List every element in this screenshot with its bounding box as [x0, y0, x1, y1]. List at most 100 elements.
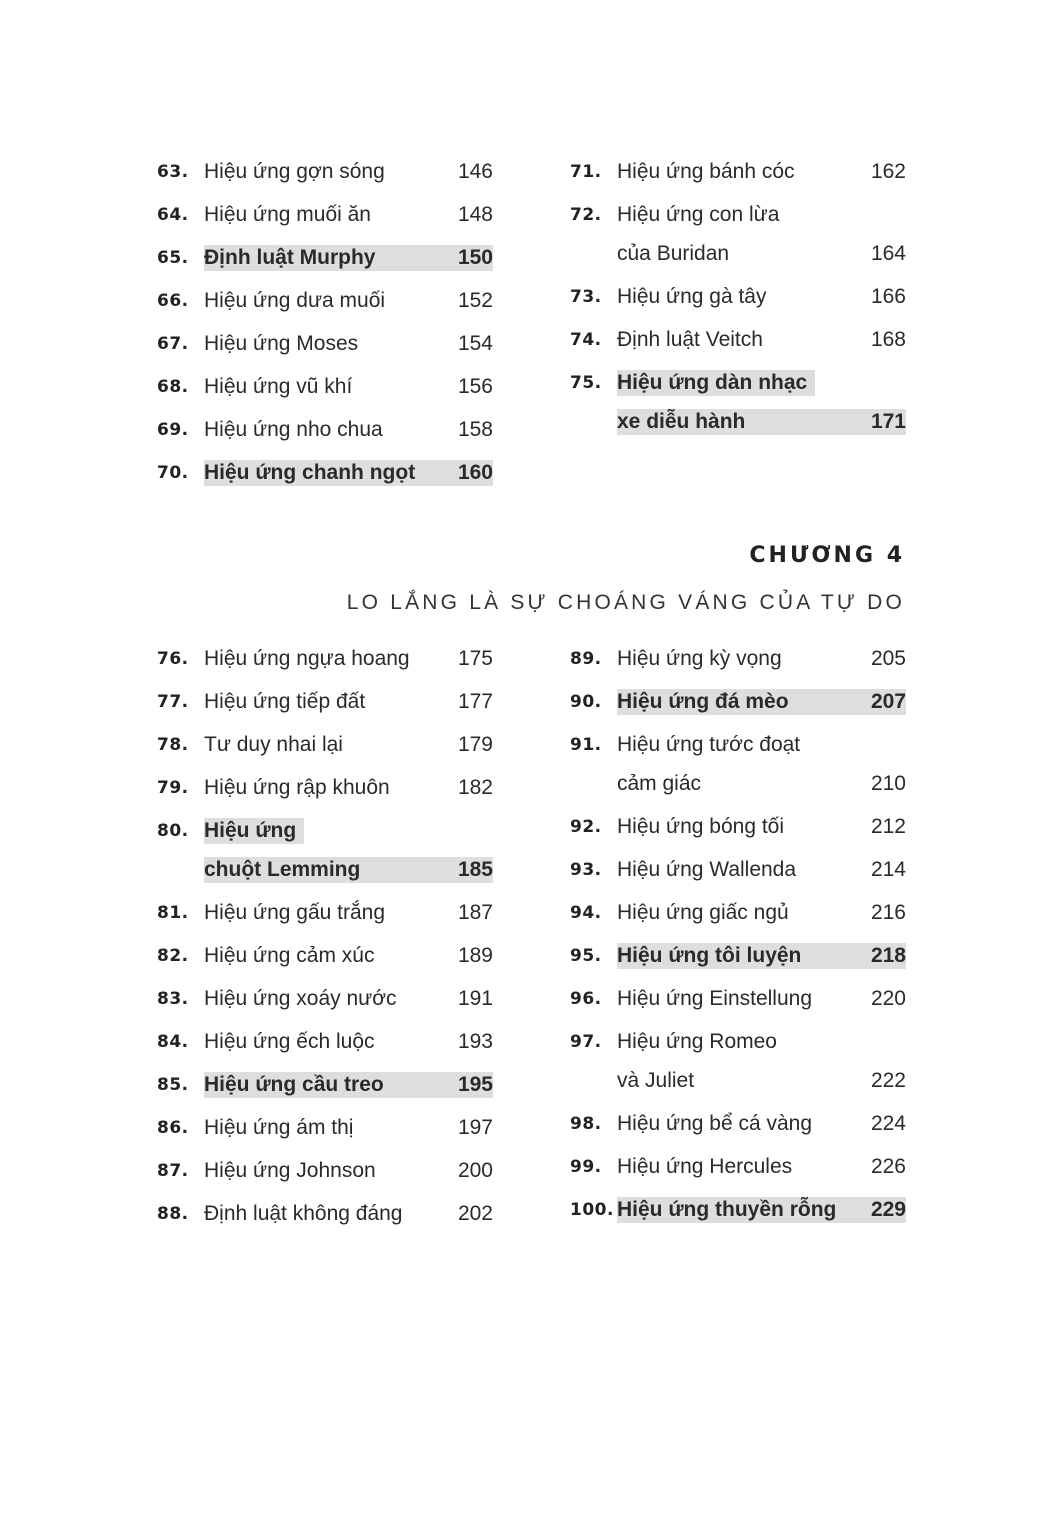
entry-title: Hiệu ứng dưa muối [204, 289, 386, 312]
entry-page-number: 152 [457, 289, 493, 312]
entry-title: Hiệu ứng cảm xúc [204, 944, 375, 967]
toc-entry[interactable]: 93. Hiệu ứng Wallenda 214 [570, 857, 906, 900]
entry-title: Hiệu ứng con lừa [617, 203, 780, 226]
toc-entry-line: 91. Hiệu ứng tước đoạt [570, 732, 906, 771]
toc-entry-line: 69. Hiệu ứng nho chua 158 [157, 417, 493, 460]
toc-entry[interactable]: 75. Hiệu ứng dàn nhạc xe diễu hành 171 [570, 370, 906, 452]
toc-entry[interactable]: 66. Hiệu ứng dưa muối 152 [157, 288, 493, 331]
toc-entry[interactable]: 85. Hiệu ứng cầu treo 195 [157, 1072, 493, 1115]
entry-page-number: 154 [457, 332, 493, 355]
toc-entry[interactable]: 98. Hiệu ứng bể cá vàng 224 [570, 1111, 906, 1154]
highlight-band [617, 370, 815, 396]
toc-column-1-right: 71. Hiệu ứng bánh cóc 162 72. Hiệu ứng con l… [570, 159, 906, 452]
toc-entry[interactable]: 99. Hiệu ứng Hercules 226 [570, 1154, 906, 1197]
entry-number: 96. [570, 989, 602, 1009]
entry-number: 84. [157, 1032, 189, 1052]
toc-entry[interactable]: 69. Hiệu ứng nho chua 158 [157, 417, 493, 460]
toc-entry[interactable]: 67. Hiệu ứng Moses 154 [157, 331, 493, 374]
toc-entry[interactable]: 88. Định luật không đáng 202 [157, 1201, 493, 1244]
entry-page-number: 193 [457, 1030, 493, 1053]
toc-entry-line: 85. Hiệu ứng cầu treo 195 [157, 1072, 493, 1115]
toc-entry[interactable]: 86. Hiệu ứng ám thị 197 [157, 1115, 493, 1158]
toc-entry-line: 82. Hiệu ứng cảm xúc 189 [157, 943, 493, 986]
highlight-band [204, 460, 493, 486]
toc-entry-line: 75. Hiệu ứng dàn nhạc [570, 370, 906, 409]
toc-entry[interactable]: 100. Hiệu ứng thuyền rỗng 229 [570, 1197, 906, 1240]
toc-entry-line: 90. Hiệu ứng đá mèo 207 [570, 689, 906, 732]
toc-entry[interactable]: 89. Hiệu ứng kỳ vọng 205 [570, 646, 906, 689]
toc-entry[interactable]: 84. Hiệu ứng ếch luộc 193 [157, 1029, 493, 1072]
entry-number: 86. [157, 1118, 189, 1138]
entry-page-number: 146 [457, 160, 493, 183]
entry-number: 93. [570, 860, 602, 880]
toc-entry[interactable]: 65. Định luật Murphy 150 [157, 245, 493, 288]
toc-entry[interactable]: 83. Hiệu ứng xoáy nước 191 [157, 986, 493, 1029]
toc-entry-line: 92. Hiệu ứng bóng tối 212 [570, 814, 906, 857]
entry-title: Định luật không đáng [204, 1202, 403, 1225]
entry-number: 78. [157, 735, 189, 755]
toc-entry-line: 89. Hiệu ứng kỳ vọng 205 [570, 646, 906, 689]
toc-entry-line: 84. Hiệu ứng ếch luộc 193 [157, 1029, 493, 1072]
toc-entry[interactable]: 73. Hiệu ứng gà tây 166 [570, 284, 906, 327]
entry-number: 71. [570, 162, 602, 182]
toc-entry[interactable]: 74. Định luật Veitch 168 [570, 327, 906, 370]
toc-entry[interactable]: 94. Hiệu ứng giấc ngủ 216 [570, 900, 906, 943]
entry-page-number: 185 [457, 858, 493, 881]
entry-page-number: 166 [870, 285, 906, 308]
toc-entry[interactable]: 78. Tư duy nhai lại 179 [157, 732, 493, 775]
entry-page-number: 205 [870, 647, 906, 670]
highlight-band [617, 943, 906, 969]
toc-entry-line: 68. Hiệu ứng vũ khí 156 [157, 374, 493, 417]
toc-entry-line: 72. Hiệu ứng con lừa [570, 202, 906, 241]
entry-page-number: 156 [457, 375, 493, 398]
toc-entry[interactable]: 68. Hiệu ứng vũ khí 156 [157, 374, 493, 417]
entry-title: Hiệu ứng gấu trắng [204, 901, 386, 924]
entry-number: 99. [570, 1157, 602, 1177]
toc-entry-line: 70. Hiệu ứng chanh ngọt 160 [157, 460, 493, 503]
entry-number: 63. [157, 162, 189, 182]
toc-entry[interactable]: 70. Hiệu ứng chanh ngọt 160 [157, 460, 493, 503]
entry-page-number: 220 [870, 987, 906, 1010]
toc-entry[interactable]: 87. Hiệu ứng Johnson 200 [157, 1158, 493, 1201]
entry-title: Hiệu ứng xoáy nước [204, 987, 397, 1010]
toc-entry-line: 80. Hiệu ứng [157, 818, 493, 857]
entry-title: Hiệu ứng bể cá vàng [617, 1112, 813, 1135]
toc-entry[interactable]: 80. Hiệu ứng chuột Lemming 185 [157, 818, 493, 900]
entry-page-number: 218 [870, 944, 906, 967]
toc-entry-line: 63. Hiệu ứng gợn sóng 146 [157, 159, 493, 202]
entry-number: 90. [570, 692, 602, 712]
toc-entry-line: xe diễu hành 171 [570, 409, 906, 452]
toc-entry[interactable]: 63. Hiệu ứng gợn sóng 146 [157, 159, 493, 202]
entry-number: 82. [157, 946, 189, 966]
entry-title: Định luật Murphy [204, 246, 376, 269]
toc-column-1-left: 63. Hiệu ứng gợn sóng 146 64. Hiệu ứng muối … [157, 159, 493, 503]
entry-page-number: 214 [870, 858, 906, 881]
entry-page-number: 197 [457, 1116, 493, 1139]
entry-title: Hiệu ứng rập khuôn [204, 776, 390, 799]
toc-entry[interactable]: 64. Hiệu ứng muối ăn 148 [157, 202, 493, 245]
entry-page-number: 171 [870, 410, 906, 433]
toc-entry[interactable]: 95. Hiệu ứng tôi luyện 218 [570, 943, 906, 986]
toc-entry[interactable]: 92. Hiệu ứng bóng tối 212 [570, 814, 906, 857]
toc-entry[interactable]: 96. Hiệu ứng Einstellung 220 [570, 986, 906, 1029]
entry-page-number: 207 [870, 690, 906, 713]
entry-page-number: 222 [870, 1069, 906, 1092]
entry-page-number: 164 [870, 242, 906, 265]
toc-entry[interactable]: 71. Hiệu ứng bánh cóc 162 [570, 159, 906, 202]
toc-entry[interactable]: 82. Hiệu ứng cảm xúc 189 [157, 943, 493, 986]
entry-title: Hiệu ứng giấc ngủ [617, 901, 789, 924]
entry-page-number: 160 [457, 461, 493, 484]
toc-entry[interactable]: 76. Hiệu ứng ngựa hoang 175 [157, 646, 493, 689]
entry-title: Hiệu ứng chanh ngọt [204, 461, 416, 484]
entry-title: Hiệu ứng bánh cóc [617, 160, 795, 183]
toc-entry[interactable]: 79. Hiệu ứng rập khuôn 182 [157, 775, 493, 818]
entry-number: 92. [570, 817, 602, 837]
highlight-band [204, 857, 493, 883]
toc-entry[interactable]: 81. Hiệu ứng gấu trắng 187 [157, 900, 493, 943]
toc-entry[interactable]: 72. Hiệu ứng con lừa của Buridan 164 [570, 202, 906, 284]
entry-number: 79. [157, 778, 189, 798]
toc-entry[interactable]: 97. Hiệu ứng Romeo và Juliet 222 [570, 1029, 906, 1111]
toc-entry[interactable]: 77. Hiệu ứng tiếp đất 177 [157, 689, 493, 732]
toc-entry[interactable]: 91. Hiệu ứng tước đoạt cảm giác 210 [570, 732, 906, 814]
toc-entry[interactable]: 90. Hiệu ứng đá mèo 207 [570, 689, 906, 732]
